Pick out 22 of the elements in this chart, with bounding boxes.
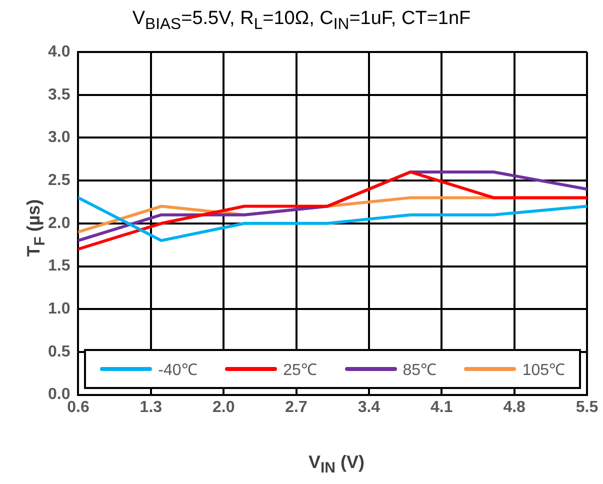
x-tick-label: 4.1 — [430, 398, 453, 416]
y-tick-label: 1.5 — [48, 258, 70, 275]
chart-title: V$_{BIAS}$=5.5V, R$_{L}$=10Ω, C$_{IN}$=1uF, CT=1nF — [131, 8, 472, 34]
x-tick-label: 4.8 — [503, 398, 526, 416]
legend-label: 85℃ — [402, 360, 437, 380]
x-tick-label: 3.4 — [358, 398, 380, 416]
y-tick-label: 1.0 — [48, 300, 70, 318]
x-tick-label: 5.5 — [576, 398, 598, 416]
y-tick-label: 3.5 — [48, 86, 70, 104]
legend-label: -40℃ — [158, 360, 198, 380]
legend-label: 25℃ — [283, 360, 317, 380]
y-tick-label: 0.5 — [48, 343, 70, 360]
legend-label: 105℃ — [522, 360, 566, 380]
x-axis-title: V$_{IN}$ (V) — [307, 452, 366, 477]
x-tick-label: 2.7 — [285, 398, 308, 416]
x-tick-label: 1.3 — [140, 398, 162, 416]
x-tick-label: 0.6 — [67, 398, 90, 416]
y-tick-label: 3.0 — [48, 129, 70, 146]
y-tick-label: 4.0 — [48, 43, 70, 60]
y-tick-label: 2.0 — [48, 214, 70, 232]
x-tick-label: 2.0 — [212, 398, 235, 416]
y-tick-label: 2.5 — [48, 172, 70, 189]
